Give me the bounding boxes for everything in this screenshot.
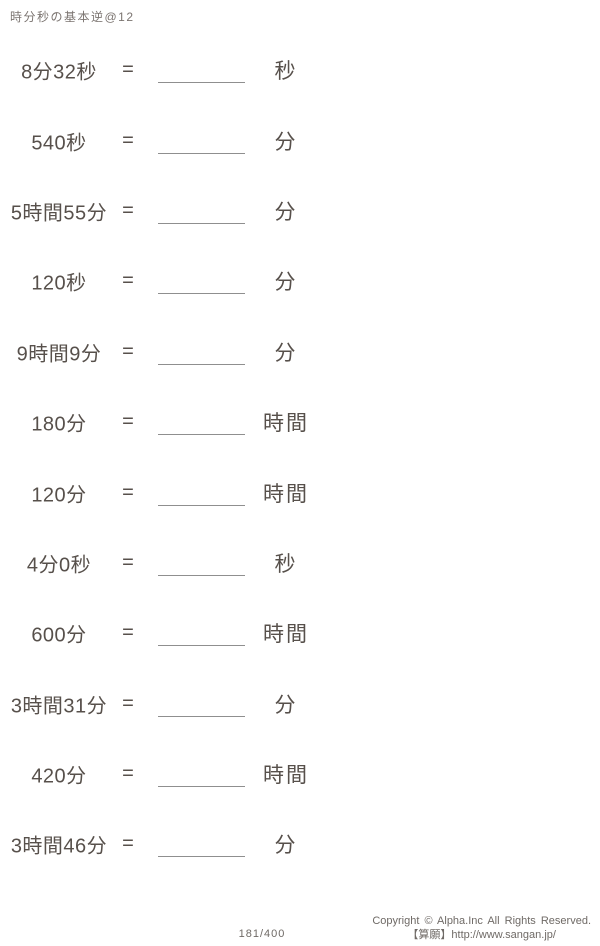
problem-expression: 420分	[31, 765, 87, 788]
copyright-line1: Copyright © Alpha.Inc All Rights Reserve…	[372, 915, 591, 927]
problem-expression: 600分	[31, 624, 87, 647]
equals-sign: =	[122, 481, 134, 504]
answer-blank[interactable]	[158, 281, 245, 295]
answer-unit: 時間	[263, 764, 309, 788]
equals-sign: =	[122, 692, 134, 715]
answer-blank[interactable]	[158, 704, 245, 717]
answer-blank[interactable]	[158, 422, 245, 436]
problem-expression: 3時間46分	[10, 835, 108, 858]
equals-sign: =	[122, 129, 134, 152]
answer-blank[interactable]	[158, 70, 245, 84]
answer-blank[interactable]	[158, 141, 245, 154]
answer-unit: 分	[274, 693, 298, 717]
problem-row: 120秒 = 分	[0, 246, 600, 316]
problem-expression: 120分	[31, 484, 87, 507]
problem-expression: 3時間31分	[10, 695, 108, 718]
problem-list: 8分32秒 = 秒 540秒 = 分 5時間55分 = 分 120秒 = 分 9…	[0, 35, 600, 880]
answer-blank[interactable]	[158, 844, 245, 858]
problem-row: 420分 = 時間	[0, 739, 600, 809]
problem-expression: 540秒	[31, 132, 87, 155]
answer-blank[interactable]	[158, 633, 245, 647]
answer-unit: 分	[274, 200, 298, 224]
answer-unit: 分	[274, 130, 298, 154]
answer-unit: 時間	[263, 623, 309, 647]
answer-unit: 時間	[263, 412, 309, 436]
answer-unit: 秒	[274, 552, 298, 576]
problem-row: 4分0秒 = 秒	[0, 528, 600, 598]
answer-blank[interactable]	[158, 774, 245, 788]
equals-sign: =	[122, 58, 134, 81]
problem-row: 8分32秒 = 秒	[0, 35, 600, 105]
equals-sign: =	[122, 832, 134, 855]
equals-sign: =	[122, 551, 134, 574]
problem-row: 5時間55分 = 分	[0, 176, 600, 246]
equals-sign: =	[122, 269, 134, 292]
problem-row: 120分 = 時間	[0, 457, 600, 527]
answer-blank[interactable]	[158, 563, 245, 576]
answer-blank[interactable]	[158, 493, 245, 506]
answer-unit: 分	[274, 271, 298, 295]
copyright-url: 【算願】http://www.sangan.jp/	[407, 929, 556, 941]
problem-row: 180分 = 時間	[0, 387, 600, 457]
problem-row: 600分 = 時間	[0, 598, 600, 668]
answer-unit: 時間	[263, 482, 309, 506]
equals-sign: =	[122, 410, 134, 433]
problem-expression: 8分32秒	[21, 61, 97, 84]
answer-unit: 分	[274, 834, 298, 858]
problem-expression: 180分	[31, 413, 87, 436]
answer-blank[interactable]	[158, 211, 245, 224]
worksheet-title: 時分秒の基本逆@12	[10, 10, 135, 24]
equals-sign: =	[122, 762, 134, 785]
answer-blank[interactable]	[158, 352, 245, 365]
problem-row: 9時間9分 = 分	[0, 317, 600, 387]
copyright-block: Copyright © Alpha.Inc All Rights Reserve…	[372, 914, 591, 942]
equals-sign: =	[122, 340, 134, 363]
page-number: 181/400	[238, 928, 286, 940]
problem-expression: 5時間55分	[10, 202, 108, 225]
problem-row: 540秒 = 分	[0, 105, 600, 175]
equals-sign: =	[122, 621, 134, 644]
problem-expression: 120秒	[31, 272, 87, 295]
problem-expression: 4分0秒	[26, 554, 92, 577]
problem-row: 3時間46分 = 分	[0, 809, 600, 879]
problem-expression: 9時間9分	[16, 343, 102, 366]
problem-row: 3時間31分 = 分	[0, 669, 600, 739]
answer-unit: 分	[274, 341, 298, 365]
answer-unit: 秒	[274, 60, 298, 84]
equals-sign: =	[122, 199, 134, 222]
